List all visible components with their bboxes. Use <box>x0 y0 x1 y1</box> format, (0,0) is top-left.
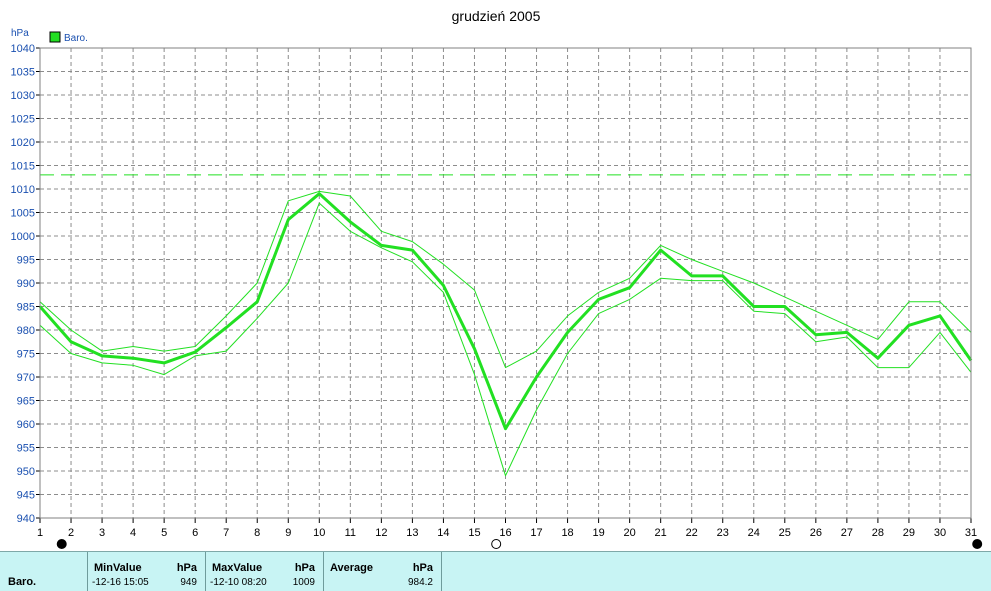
y-tick-label: 1000 <box>11 231 35 243</box>
y-tick-label: 995 <box>17 255 35 267</box>
x-tick-label: 1 <box>37 527 43 539</box>
y-tick-label: 1010 <box>11 184 35 196</box>
x-tick-label: 11 <box>345 527 356 539</box>
y-tick-label: 965 <box>17 396 35 408</box>
markers <box>56 539 983 549</box>
x-tick-label: 3 <box>99 527 105 539</box>
x-tick-label: 20 <box>624 527 636 539</box>
x-tick-label: 19 <box>592 527 604 539</box>
x-tick-label: 25 <box>779 527 791 539</box>
x-tick-label: 31 <box>965 527 977 539</box>
x-tick-label: 13 <box>406 527 418 539</box>
y-tick-labels: 940 945 950 955 960 965 970 975 980 985 990 995 1000… <box>11 43 35 525</box>
legend-label: Baro. <box>64 33 88 44</box>
average-cell: Average hPa 984.2 <box>324 552 442 591</box>
y-tick-label: 1035 <box>11 67 35 79</box>
x-tick-label: 4 <box>130 527 136 539</box>
min-value-time: -12-16 15:05 <box>92 577 149 588</box>
max-value-header: MaxValue <box>212 562 263 574</box>
max-value-time: -12-10 08:20 <box>210 577 267 588</box>
x-tick-label: 9 <box>285 527 291 539</box>
series-group <box>38 190 973 477</box>
min-value-number: 949 <box>180 577 197 588</box>
y-tick-label: 945 <box>17 490 35 502</box>
x-tick-label: 29 <box>903 527 915 539</box>
y-tick-label: 955 <box>17 443 35 455</box>
x-tick-label: 16 <box>499 527 511 539</box>
x-tick-label: 14 <box>437 527 449 539</box>
average-number: 984.2 <box>407 577 433 588</box>
plot-frame <box>39 47 972 519</box>
x-tick-label: 17 <box>530 527 542 539</box>
x-tick-label: 7 <box>223 527 229 539</box>
x-tick-label: 27 <box>841 527 853 539</box>
marker-0 <box>56 539 67 549</box>
x-tick-labels: 1 2 3 4 5 6 7 8 9 10 11 12 13 14 15 16 17 18 19 20 21 22 23 24 2… <box>37 527 977 539</box>
y-tick-label: 1015 <box>11 161 35 173</box>
legend: Baro. <box>49 31 88 44</box>
x-tick-label: 6 <box>192 527 198 539</box>
x-tick-label: 23 <box>717 527 729 539</box>
x-tick-label: 24 <box>748 527 760 539</box>
y-tick-label: 980 <box>17 325 35 337</box>
average-unit: hPa <box>412 562 433 574</box>
x-tick-label: 10 <box>313 527 325 539</box>
max-value-number: 1009 <box>292 577 315 588</box>
y-tick-label: 940 <box>17 513 35 525</box>
average-header: Average <box>330 562 374 574</box>
max-value-unit: hPa <box>294 562 315 574</box>
x-tick-label: 26 <box>810 527 822 539</box>
x-tick-label: 2 <box>68 527 74 539</box>
y-tick-label: 1005 <box>11 208 35 220</box>
y-tick-label: 975 <box>17 349 35 361</box>
x-tick-label: 5 <box>161 527 167 539</box>
marker-1 <box>491 539 502 549</box>
legend-swatch <box>49 31 61 43</box>
y-tick-label: 985 <box>17 302 35 314</box>
summary-series-label: Baro. <box>8 576 37 588</box>
max-value-cell: MaxValue hPa -12-10 08:20 1009 <box>206 552 324 591</box>
chart: grudzień 2005 hPa Baro. 9409459509559609… <box>11 8 983 549</box>
y-tick-label: 1025 <box>11 114 35 126</box>
marker-2 <box>972 539 983 549</box>
y-tick-label: 950 <box>17 466 35 478</box>
min-value-cell: MinValue hPa -12-16 15:05 949 <box>88 552 206 591</box>
x-tick-label: 15 <box>468 527 480 539</box>
x-tick-label: 30 <box>934 527 946 539</box>
min-value-header: MinValue <box>94 562 142 574</box>
y-tick-label: 990 <box>17 278 35 290</box>
x-tick-label: 22 <box>686 527 698 539</box>
x-tick-label: 28 <box>872 527 884 539</box>
series-line-min <box>39 202 972 477</box>
x-tick-label: 18 <box>561 527 573 539</box>
x-tick-label: 12 <box>375 527 387 539</box>
y-tick-label: 970 <box>17 372 35 384</box>
y-tick-label: 960 <box>17 419 35 431</box>
y-tick-label: 1030 <box>11 90 35 102</box>
series-line-max <box>39 190 972 369</box>
series-line-average <box>38 192 973 431</box>
grid <box>36 47 972 523</box>
x-tick-label: 21 <box>655 527 667 539</box>
y-axis-label: hPa <box>11 28 29 39</box>
min-value-unit: hPa <box>176 562 197 574</box>
summary-panel: Baro. MinValue hPa -12-16 15:05 949 MaxV… <box>0 551 991 591</box>
y-tick-label: 1040 <box>11 43 35 55</box>
y-tick-label: 1020 <box>11 137 35 149</box>
x-tick-label: 8 <box>254 527 260 539</box>
summary-series-cell: Baro. <box>0 552 88 591</box>
chart-title: grudzień 2005 <box>452 8 541 24</box>
